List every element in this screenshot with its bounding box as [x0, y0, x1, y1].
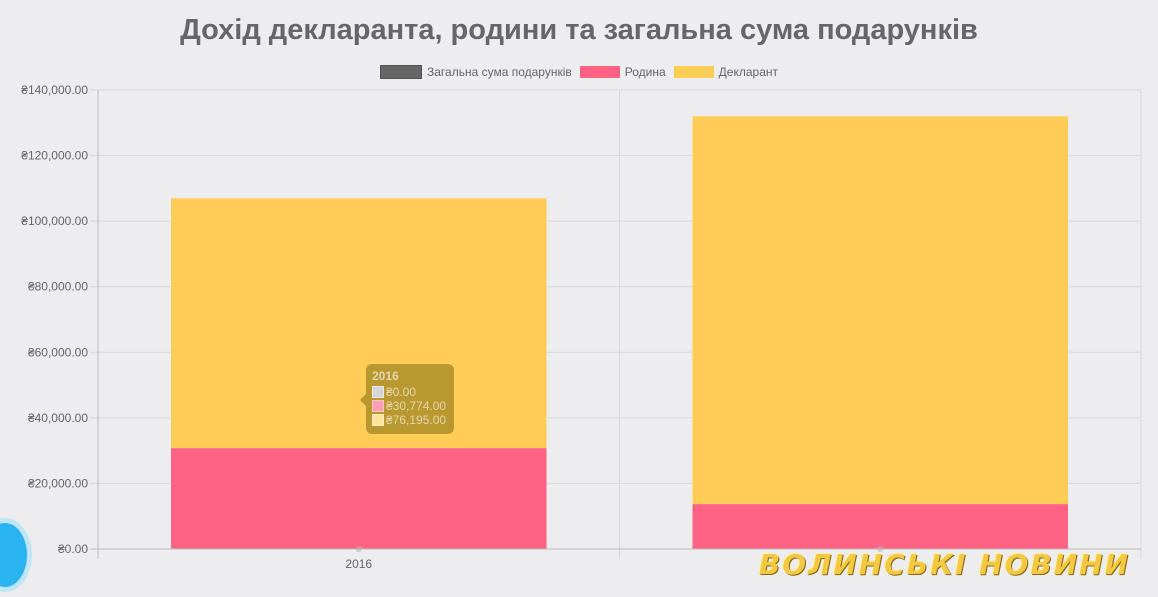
y-tick-label: ₴0.00: [58, 542, 88, 556]
y-tick-label: ₴100,000.00: [21, 214, 88, 228]
legend-swatch-gifts: [379, 65, 422, 79]
chart-title: Дохід декларанта, родини та загальна сум…: [180, 14, 978, 46]
tooltip-swatch: [372, 400, 384, 412]
tooltip-value-family: ₴30,774.00: [386, 399, 447, 413]
tooltip-value-gifts: ₴0.00: [386, 385, 417, 399]
watermark-logo: ВОЛИНСЬКІ НОВИНИ: [758, 548, 1130, 581]
legend-item-declarant[interactable]: Декларант: [673, 65, 778, 79]
x-tick-label: 2016: [345, 557, 372, 571]
bar-segment: [171, 448, 547, 549]
tooltip-row: ₴30,774.00: [372, 399, 448, 413]
y-tick-label: ₴20,000.00: [28, 476, 88, 490]
bar-segment: [692, 504, 1068, 549]
tooltip-row: ₴76,195.00: [372, 413, 448, 427]
chart-tooltip: 2016 ₴0.00 ₴30,774.00 ₴76,195.00: [360, 364, 454, 434]
chart-bars: [171, 116, 1068, 552]
tooltip-row: ₴0.00: [372, 385, 448, 399]
tooltip-swatch: [372, 414, 384, 426]
bar-segment: [171, 198, 547, 449]
tooltip-swatch: [372, 386, 384, 398]
y-tick-label: ₴140,000.00: [21, 83, 88, 97]
legend-item-family[interactable]: Родина: [579, 65, 666, 79]
bar-segment: [692, 116, 1068, 505]
legend-swatch-family: [579, 66, 620, 78]
y-tick-label: ₴40,000.00: [28, 411, 88, 425]
y-tick-label: ₴80,000.00: [28, 280, 88, 294]
legend-item-gifts[interactable]: Загальна сума подарунків: [379, 65, 572, 79]
legend-swatch-declarant: [673, 66, 714, 78]
chart-legend: Загальна сума подарунків Родина Декларан…: [0, 65, 1158, 79]
legend-label-declarant: Декларант: [718, 65, 778, 79]
tooltip-title: 2016: [372, 369, 399, 383]
y-tick-label: ₴120,000.00: [21, 149, 88, 163]
y-tick-label: ₴60,000.00: [28, 345, 88, 359]
legend-label-gifts: Загальна сума подарунків: [426, 65, 572, 79]
tooltip-value-declarant: ₴76,195.00: [386, 413, 447, 427]
legend-label-family: Родина: [624, 65, 666, 79]
chart-axes: ₴0.00 ₴20,000.00 ₴40,000.00 ₴60,000.00 ₴80,0…: [21, 83, 1141, 571]
